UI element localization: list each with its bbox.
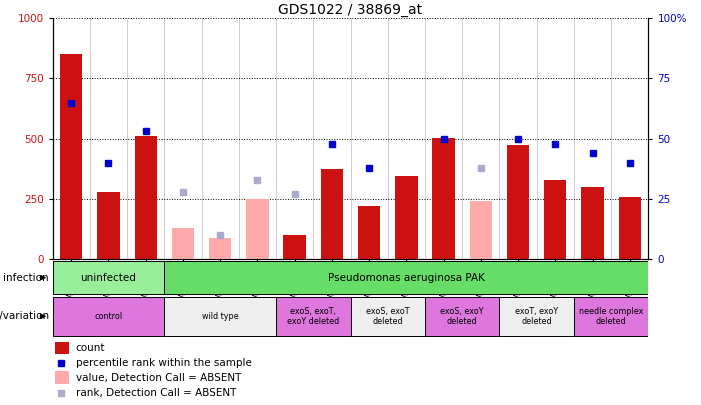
Bar	[619, 196, 641, 259]
Bar	[53, 297, 164, 336]
Title: GDS1022 / 38869_at: GDS1022 / 38869_at	[278, 3, 423, 17]
Text: exoS, exoY
deleted: exoS, exoY deleted	[440, 307, 484, 326]
Bar	[358, 206, 381, 259]
Bar	[172, 228, 194, 259]
Bar	[209, 237, 231, 259]
Bar	[470, 201, 492, 259]
Bar	[276, 297, 350, 336]
Bar	[164, 297, 276, 336]
Bar	[164, 261, 648, 294]
Bar	[433, 138, 455, 259]
Text: wild type: wild type	[202, 312, 238, 321]
Text: control: control	[95, 312, 123, 321]
Bar	[246, 199, 268, 259]
Text: value, Detection Call = ABSENT: value, Detection Call = ABSENT	[76, 373, 241, 383]
Bar	[544, 180, 566, 259]
Text: uninfected: uninfected	[81, 273, 137, 283]
Bar	[507, 145, 529, 259]
Text: genotype/variation: genotype/variation	[0, 311, 49, 321]
Text: rank, Detection Call = ABSENT: rank, Detection Call = ABSENT	[76, 388, 236, 399]
Bar	[581, 187, 604, 259]
Bar	[55, 371, 69, 384]
Bar	[283, 235, 306, 259]
Bar	[53, 261, 164, 294]
Text: exoT, exoY
deleted: exoT, exoY deleted	[515, 307, 558, 326]
Text: exoS, exoT
deleted: exoS, exoT deleted	[366, 307, 409, 326]
Text: infection: infection	[4, 273, 49, 283]
Text: Pseudomonas aeruginosa PAK: Pseudomonas aeruginosa PAK	[328, 273, 485, 283]
Text: count: count	[76, 343, 105, 353]
Bar	[499, 297, 574, 336]
Text: percentile rank within the sample: percentile rank within the sample	[76, 358, 252, 368]
Bar	[574, 297, 648, 336]
Bar	[320, 169, 343, 259]
Bar	[425, 297, 499, 336]
Bar	[97, 192, 120, 259]
Bar	[135, 136, 157, 259]
Bar	[60, 54, 83, 259]
Bar	[395, 176, 418, 259]
Bar	[350, 297, 425, 336]
Text: exoS, exoT,
exoY deleted: exoS, exoT, exoY deleted	[287, 307, 339, 326]
Text: needle complex
deleted: needle complex deleted	[579, 307, 644, 326]
Bar	[55, 341, 69, 354]
